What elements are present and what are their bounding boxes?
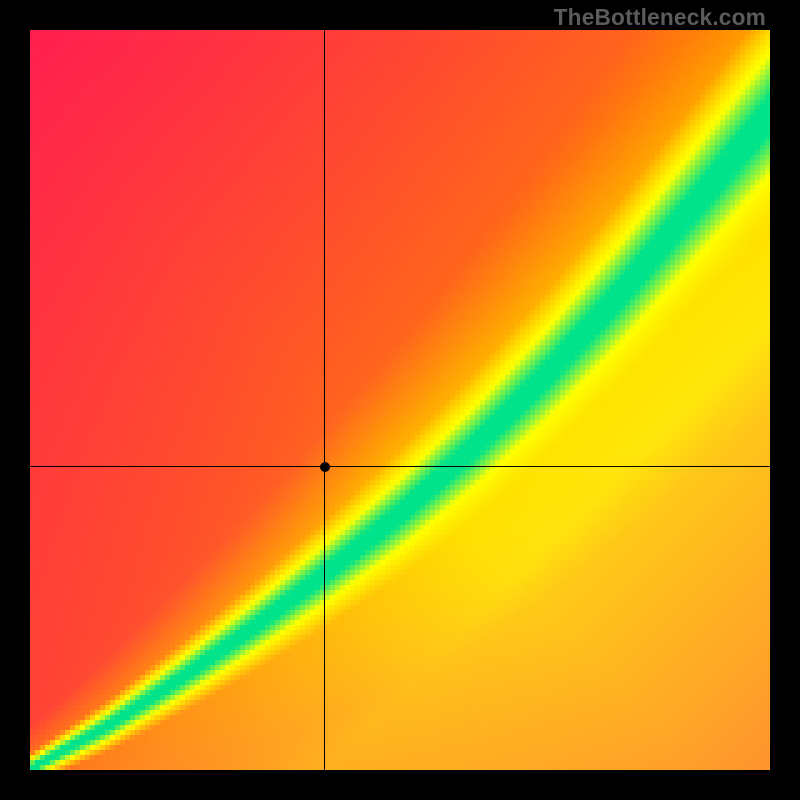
plot-area xyxy=(30,30,770,770)
heatmap-canvas xyxy=(30,30,770,770)
crosshair-horizontal xyxy=(30,466,770,467)
crosshair-vertical xyxy=(324,30,325,770)
chart-frame: TheBottleneck.com xyxy=(0,0,800,800)
data-point-marker xyxy=(320,462,330,472)
watermark-text: TheBottleneck.com xyxy=(554,4,766,31)
